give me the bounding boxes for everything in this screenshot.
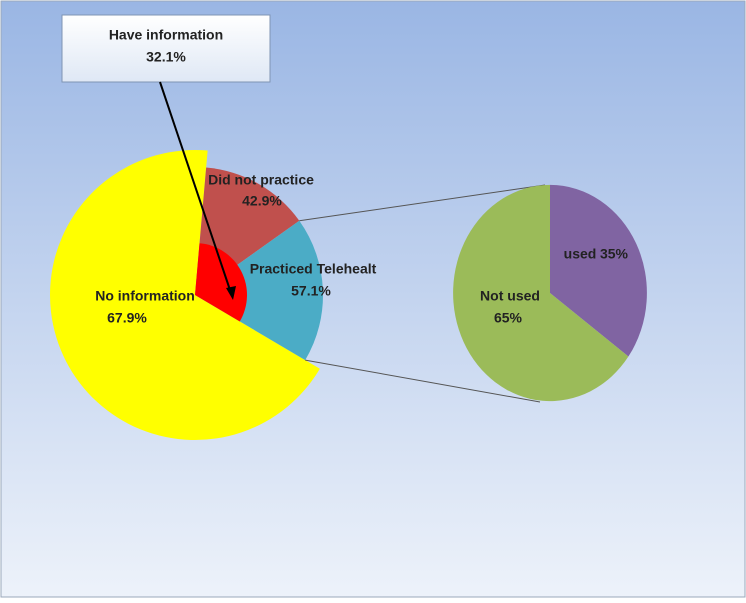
data-label: 32.1% (146, 49, 186, 65)
data-label: Did not practice (208, 172, 314, 188)
data-label: used (564, 246, 597, 262)
connector-line (299, 184, 546, 222)
pie-slice (49, 150, 320, 440)
secondary-pie (453, 184, 647, 402)
data-label: Not used (480, 288, 540, 304)
data-label: Practiced Telehealt (250, 261, 377, 277)
callout-arrow (159, 81, 232, 294)
inner-slice (195, 243, 248, 322)
callout-box (61, 14, 271, 83)
data-label: 35% (600, 246, 629, 262)
pie-slice (453, 184, 629, 402)
pie-slice (550, 184, 647, 357)
data-label: 65% (494, 310, 523, 326)
pie-slice (195, 220, 323, 361)
data-label: 67.9% (107, 310, 147, 326)
connector-line (305, 359, 541, 403)
data-label: No information (95, 288, 195, 304)
data-label: Have information (109, 27, 223, 43)
arrow-head (226, 286, 236, 300)
data-label: 57.1% (291, 283, 331, 299)
data-label: 42.9% (242, 193, 282, 209)
